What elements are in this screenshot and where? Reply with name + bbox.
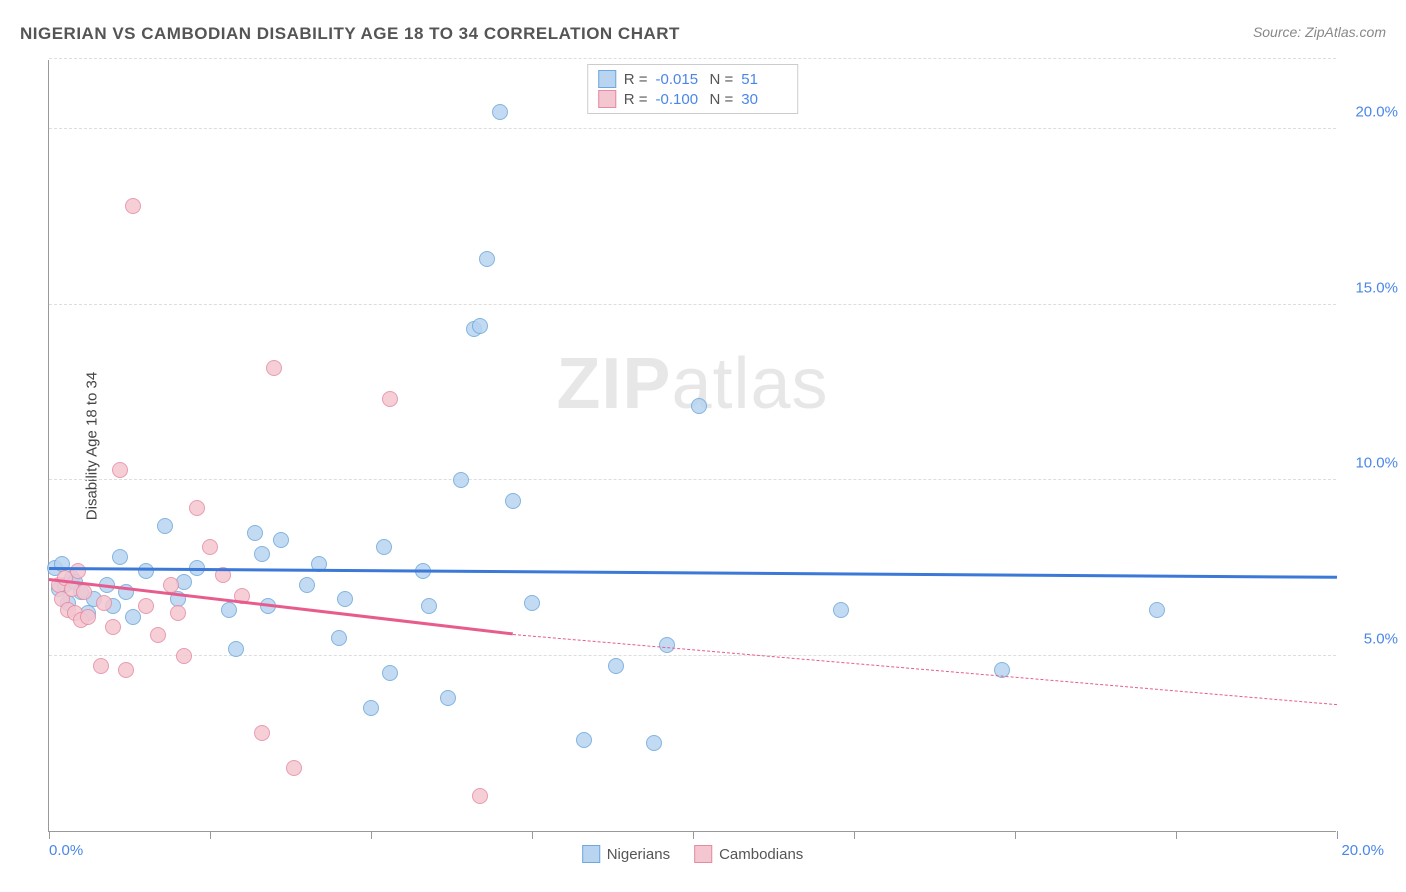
grid-line [49, 304, 1336, 305]
data-point [505, 493, 521, 509]
trend-line-dashed [513, 634, 1337, 705]
data-point [80, 609, 96, 625]
data-point [363, 700, 379, 716]
data-point [1149, 602, 1165, 618]
x-label-right: 20.0% [1341, 842, 1384, 859]
x-tick [1015, 831, 1016, 839]
data-point [472, 318, 488, 334]
data-point [576, 732, 592, 748]
data-point [421, 598, 437, 614]
grid-line [49, 655, 1336, 656]
r-value: -0.100 [656, 91, 702, 108]
data-point [286, 760, 302, 776]
data-point [266, 360, 282, 376]
n-value: 30 [741, 91, 787, 108]
data-point [189, 500, 205, 516]
data-point [157, 518, 173, 534]
data-point [112, 549, 128, 565]
data-point [273, 532, 289, 548]
data-point [221, 602, 237, 618]
data-point [170, 605, 186, 621]
x-tick [693, 831, 694, 839]
n-value: 51 [741, 71, 787, 88]
data-point [247, 525, 263, 541]
data-point [608, 658, 624, 674]
data-point [150, 627, 166, 643]
data-point [479, 251, 495, 267]
data-point [118, 662, 134, 678]
data-point [138, 598, 154, 614]
data-point [76, 584, 92, 600]
data-point [202, 539, 218, 555]
r-value: -0.015 [656, 71, 702, 88]
legend-swatch [694, 845, 712, 863]
chart-title: NIGERIAN VS CAMBODIAN DISABILITY AGE 18 … [20, 24, 680, 44]
x-tick [1337, 831, 1338, 839]
grid-line [49, 128, 1336, 129]
data-point [93, 658, 109, 674]
r-label: R = [624, 91, 648, 108]
legend-swatch [598, 90, 616, 108]
series-legend: Nigerians Cambodians [582, 845, 804, 863]
r-label: R = [624, 71, 648, 88]
data-point [228, 641, 244, 657]
x-tick [532, 831, 533, 839]
data-point [524, 595, 540, 611]
data-point [472, 788, 488, 804]
data-point [70, 563, 86, 579]
series-legend-item: Nigerians [582, 845, 670, 863]
x-tick [49, 831, 50, 839]
data-point [492, 104, 508, 120]
grid-line [49, 58, 1336, 59]
chart-container: NIGERIAN VS CAMBODIAN DISABILITY AGE 18 … [0, 0, 1406, 892]
data-point [382, 391, 398, 407]
data-point [105, 619, 121, 635]
data-point [453, 472, 469, 488]
n-label: N = [710, 91, 734, 108]
watermark: ZIPatlas [556, 343, 828, 425]
data-point [440, 690, 456, 706]
y-tick-label: 10.0% [1355, 455, 1398, 472]
y-tick-label: 5.0% [1364, 630, 1398, 647]
data-point [254, 725, 270, 741]
data-point [659, 637, 675, 653]
series-legend-label: Cambodians [719, 846, 803, 863]
data-point [833, 602, 849, 618]
y-tick-label: 15.0% [1355, 279, 1398, 296]
data-point [254, 546, 270, 562]
source-attribution: Source: ZipAtlas.com [1253, 24, 1386, 40]
x-label-left: 0.0% [49, 842, 83, 859]
x-tick [1176, 831, 1177, 839]
data-point [176, 648, 192, 664]
stats-legend-row: R = -0.015 N = 51 [598, 69, 788, 89]
data-point [376, 539, 392, 555]
legend-swatch [582, 845, 600, 863]
data-point [125, 198, 141, 214]
data-point [646, 735, 662, 751]
data-point [96, 595, 112, 611]
series-legend-label: Nigerians [607, 846, 670, 863]
legend-swatch [598, 70, 616, 88]
series-legend-item: Cambodians [694, 845, 803, 863]
data-point [382, 665, 398, 681]
data-point [691, 398, 707, 414]
x-tick [854, 831, 855, 839]
trend-line [49, 567, 1337, 578]
plot-area: ZIPatlas R = -0.015 N = 51 R = -0.100 N = 30 N… [48, 60, 1336, 832]
x-tick [210, 831, 211, 839]
stats-legend-row: R = -0.100 N = 30 [598, 89, 788, 109]
n-label: N = [710, 71, 734, 88]
x-tick [371, 831, 372, 839]
data-point [299, 577, 315, 593]
y-tick-label: 20.0% [1355, 104, 1398, 121]
data-point [331, 630, 347, 646]
stats-legend: R = -0.015 N = 51 R = -0.100 N = 30 [587, 64, 799, 114]
grid-line [49, 479, 1336, 480]
data-point [337, 591, 353, 607]
data-point [112, 462, 128, 478]
data-point [138, 563, 154, 579]
